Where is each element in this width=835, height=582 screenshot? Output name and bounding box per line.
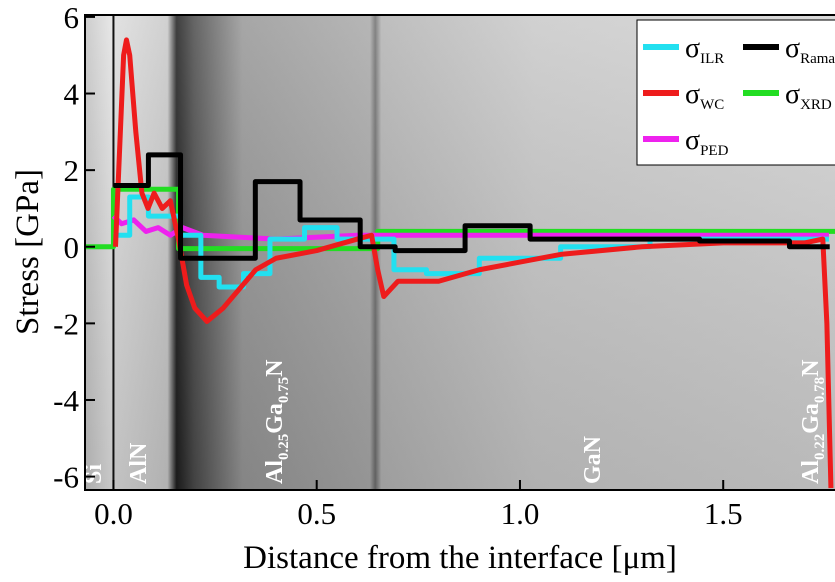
x-tick-label: 0.5 <box>297 496 336 531</box>
x-axis-label: Distance from the interface [μm] <box>243 540 677 576</box>
region-label-part: Al <box>798 460 824 484</box>
x-tick-label: 1.0 <box>501 496 540 531</box>
legend-symbol: σ <box>785 33 800 64</box>
region-label-part: Si <box>81 464 107 484</box>
y-tick-label: 6 <box>64 0 80 35</box>
series-line <box>112 37 834 489</box>
legend-name: WC <box>700 97 724 113</box>
y-tick-label: 0 <box>64 230 80 265</box>
legend: σILRσRamanσWCσXRDσPED <box>636 19 835 166</box>
region-label-sub: 0.75 <box>276 377 292 403</box>
region-label-part: Al <box>262 460 288 484</box>
region-label: Al0.25Ga0.75N <box>262 359 292 484</box>
legend-name: XRD <box>800 97 832 113</box>
region-label: AlN <box>126 442 152 484</box>
region-label-part: Ga <box>798 403 824 434</box>
legend-name: PED <box>700 143 729 159</box>
legend-name: ILR <box>700 51 724 67</box>
legend-symbol: σ <box>685 33 700 64</box>
region-label-part: GaN <box>580 435 606 484</box>
region-label: GaN <box>580 435 606 484</box>
region-label-part: Ga <box>262 403 288 434</box>
region-label-part: N <box>262 359 288 377</box>
x-tick-label: 0.0 <box>94 496 133 531</box>
legend-label: σRaman <box>785 33 835 67</box>
region-label-sub: 0.22 <box>812 434 828 460</box>
y-tick-label: -6 <box>53 460 79 495</box>
y-tick-label: -2 <box>53 306 79 341</box>
region-label-part: N <box>798 359 824 377</box>
legend-label: σPED <box>685 125 729 159</box>
plot-frame <box>84 14 835 491</box>
legend-symbol: σ <box>685 125 700 156</box>
region-label-sub: 0.78 <box>812 377 828 403</box>
series-line <box>113 152 830 261</box>
y-axis-label: Stress [GPa] <box>10 169 46 335</box>
region-label: Si <box>81 464 107 484</box>
x-tick-label: 1.5 <box>704 496 743 531</box>
region-label: Al0.22Ga0.78N <box>798 359 828 484</box>
legend-label: σILR <box>685 33 724 67</box>
legend-name: Raman <box>800 51 835 67</box>
y-tick-label: -4 <box>53 383 79 418</box>
region-label-part: AlN <box>126 442 152 484</box>
legend-label: σWC <box>685 79 724 113</box>
region-label-sub: 0.25 <box>276 434 292 460</box>
legend-label: σXRD <box>785 79 832 113</box>
legend-symbol: σ <box>785 79 800 110</box>
y-tick-label: 4 <box>64 77 80 112</box>
y-tick-label: 2 <box>64 153 80 188</box>
legend-symbol: σ <box>685 79 700 110</box>
